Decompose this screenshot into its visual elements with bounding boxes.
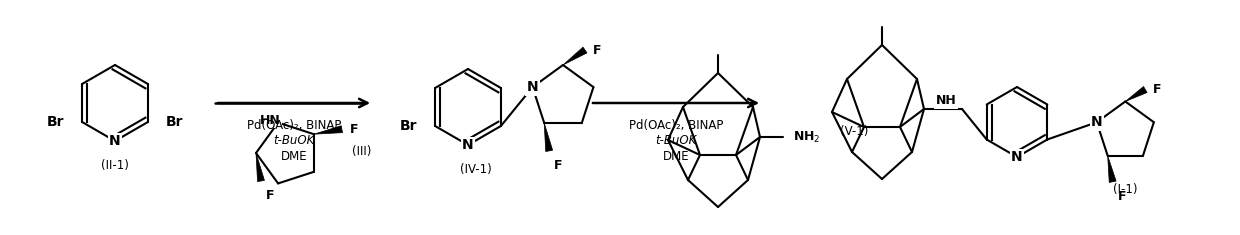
Text: (III): (III)	[352, 145, 371, 157]
Polygon shape	[1126, 86, 1147, 102]
Text: (I-1): (I-1)	[1114, 183, 1137, 196]
Text: NH$_2$: NH$_2$	[794, 129, 821, 145]
Text: (V-1): (V-1)	[839, 125, 868, 138]
Text: HN: HN	[259, 114, 280, 127]
Text: N: N	[463, 138, 474, 152]
Text: N: N	[1011, 150, 1023, 164]
Polygon shape	[314, 126, 342, 134]
Polygon shape	[255, 153, 264, 182]
Polygon shape	[544, 123, 553, 152]
Text: Pd(OAc)₂, BINAP: Pd(OAc)₂, BINAP	[247, 118, 341, 132]
Text: DME: DME	[280, 150, 308, 164]
Text: F: F	[350, 123, 358, 136]
Polygon shape	[563, 47, 587, 65]
Text: F: F	[593, 43, 601, 56]
Text: t-BuOK: t-BuOK	[273, 134, 315, 148]
Text: Pd(OAc)₂, BINAP: Pd(OAc)₂, BINAP	[629, 118, 723, 132]
Text: F: F	[1117, 190, 1126, 203]
Text: Br: Br	[47, 115, 64, 129]
Text: N: N	[109, 134, 120, 148]
Text: (IV-1): (IV-1)	[460, 162, 492, 176]
Text: N: N	[527, 80, 538, 94]
Text: (II-1): (II-1)	[102, 158, 129, 172]
Text: Br: Br	[399, 119, 417, 133]
Text: F: F	[554, 159, 563, 172]
Polygon shape	[1107, 156, 1116, 182]
Text: F: F	[267, 189, 274, 202]
Text: NH: NH	[936, 94, 956, 107]
Text: Br: Br	[166, 115, 184, 129]
Text: DME: DME	[662, 150, 689, 164]
Text: N: N	[1091, 115, 1102, 129]
Text: F: F	[1153, 83, 1162, 96]
Text: t-BuOK: t-BuOK	[655, 134, 697, 148]
